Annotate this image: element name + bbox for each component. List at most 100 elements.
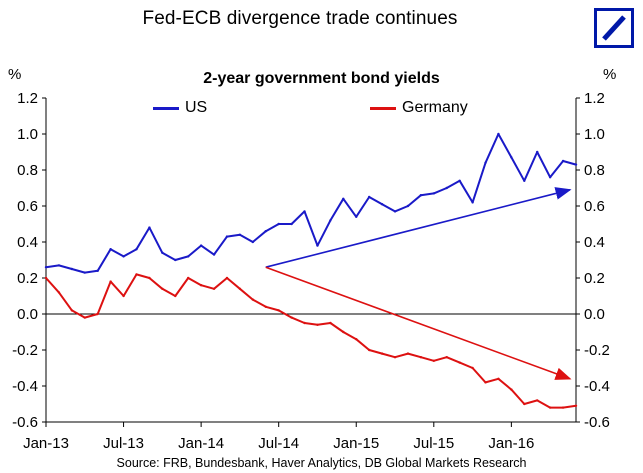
y-tick-label-right: -0.4: [584, 378, 610, 395]
x-tick-label: Jul-13: [103, 435, 144, 452]
data-point-us: [432, 192, 436, 195]
data-point-germany: [380, 352, 384, 355]
data-point-us: [393, 210, 397, 213]
data-point-germany: [251, 298, 255, 301]
x-tick-label: Jan-14: [178, 435, 224, 452]
data-point-germany: [432, 359, 436, 362]
data-point-us: [445, 186, 448, 190]
y-tick-label-right: 0.6: [584, 198, 605, 215]
data-point-us: [264, 230, 267, 233]
data-point-us: [135, 248, 138, 251]
data-point-us: [471, 201, 474, 204]
data-point-us: [57, 264, 61, 267]
y-tick-label-left: 0.4: [17, 234, 38, 251]
data-point-us: [316, 244, 319, 247]
data-point-germany: [316, 323, 319, 326]
data-point-us: [497, 132, 500, 136]
data-point-germany: [367, 348, 371, 352]
data-point-us: [303, 210, 306, 213]
y-tick-label-left: -0.2: [12, 342, 38, 359]
data-point-us: [290, 222, 293, 226]
data-point-germany: [148, 276, 151, 280]
data-point-germany: [342, 330, 345, 334]
y-tick-label-left: 0.8: [17, 162, 38, 179]
data-point-us: [161, 251, 164, 254]
data-point-us: [186, 255, 190, 258]
legend-item-us: US: [153, 99, 207, 117]
data-point-us: [148, 226, 151, 229]
data-point-germany: [212, 287, 216, 290]
series-line-us: [45, 133, 577, 274]
x-tick-label: Jan-13: [23, 435, 69, 452]
data-point-us: [96, 269, 99, 272]
data-point-germany: [161, 287, 164, 290]
data-point-us: [367, 195, 371, 199]
y-tick-label-right: 1.2: [584, 90, 605, 107]
data-point-germany: [329, 321, 332, 325]
y-tick-label-left: 0.0: [17, 306, 38, 323]
data-point-germany: [174, 294, 177, 298]
data-point-us: [548, 176, 552, 179]
data-point-germany: [44, 276, 48, 280]
data-point-us: [277, 222, 280, 226]
y-tick-label-right: 1.0: [584, 126, 605, 143]
legend-swatch-germany: [370, 106, 396, 110]
data-point-germany: [536, 399, 539, 402]
data-point-us: [122, 255, 125, 258]
data-point-germany: [355, 338, 358, 341]
data-point-germany: [548, 406, 552, 409]
data-point-us: [199, 244, 203, 247]
data-point-germany: [303, 321, 306, 325]
data-point-us: [561, 159, 565, 163]
right-axis-unit: %: [603, 66, 617, 83]
data-point-us: [83, 271, 86, 274]
y-tick-label-right: 0.8: [584, 162, 605, 179]
data-point-us: [355, 215, 358, 218]
data-point-us: [44, 266, 48, 269]
slash-icon: [602, 15, 626, 41]
deutsche-bank-logo: [594, 8, 634, 48]
data-point-us: [238, 233, 242, 236]
y-tick-label-right: -0.2: [584, 342, 610, 359]
x-tick-label: Jul-15: [413, 435, 454, 452]
us-trend-arrow: [265, 187, 572, 268]
y-tick-label-right: 0.4: [584, 234, 605, 251]
y-tick-label-left: 0.2: [17, 270, 38, 287]
data-point-us: [458, 179, 461, 182]
data-point-us: [329, 219, 332, 222]
data-point-us: [109, 248, 112, 251]
data-point-germany: [510, 388, 513, 391]
germany-trend-arrow: [265, 266, 572, 380]
data-point-germany: [458, 361, 461, 364]
data-point-germany: [471, 366, 474, 370]
legend-label-us: US: [185, 99, 208, 116]
y-tick-label-right: 0.0: [584, 306, 605, 323]
chart-subtitle: 2-year government bond yields: [203, 70, 440, 87]
legend-item-germany: Germany: [370, 99, 468, 117]
legend-label-germany: Germany: [402, 99, 468, 116]
data-point-germany: [290, 316, 293, 319]
data-point-us: [406, 204, 410, 208]
legend-swatch-us: [153, 106, 179, 110]
data-point-us: [174, 258, 177, 262]
data-point-germany: [238, 287, 242, 290]
data-point-germany: [199, 284, 203, 287]
data-point-us: [484, 161, 487, 164]
data-point-germany: [445, 356, 448, 359]
data-point-germany: [264, 305, 267, 308]
data-point-germany: [277, 309, 280, 312]
data-point-us: [419, 194, 423, 197]
y-tick-label-left: 1.0: [17, 126, 38, 143]
data-point-us: [70, 267, 74, 271]
data-point-germany: [109, 280, 112, 283]
data-point-us: [225, 235, 229, 238]
data-point-germany: [393, 356, 397, 359]
data-point-us: [574, 163, 578, 166]
data-point-us: [380, 203, 384, 206]
y-tick-label-right: -0.6: [584, 414, 610, 431]
series-line-germany: [45, 273, 577, 409]
data-point-germany: [419, 356, 423, 359]
y-tick-label-right: 0.2: [584, 270, 605, 287]
y-tick-label-left: 0.6: [17, 198, 38, 215]
